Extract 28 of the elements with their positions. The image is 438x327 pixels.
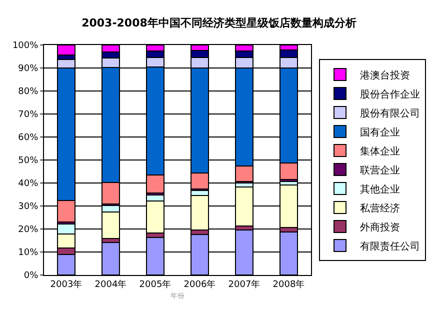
x-tick-label: 2007年 xyxy=(228,278,260,290)
x-tick-label: 2003年 xyxy=(50,278,82,290)
x-tick-label: 2008年 xyxy=(272,278,305,290)
legend-label: 股份合作企业 xyxy=(360,88,420,100)
legend-label: 有限责任公司 xyxy=(360,240,420,252)
y-tick-label: 0% xyxy=(24,271,39,282)
y-tick-label: 80% xyxy=(18,87,39,98)
legend-label: 国有企业 xyxy=(360,126,400,138)
x-tick-label: 2005年 xyxy=(139,278,172,290)
y-tick-label: 60% xyxy=(18,133,39,144)
legend-label: 集体企业 xyxy=(360,145,400,158)
y-tick-label: 30% xyxy=(18,202,39,212)
y-tick-label: 10% xyxy=(18,248,39,258)
x-tick-label: 2004年 xyxy=(94,278,127,290)
legend-label: 外商投资 xyxy=(360,221,400,234)
legend-label: 股份有限公司 xyxy=(360,107,420,120)
y-tick-label: 20% xyxy=(18,225,39,236)
y-tick-label: 90% xyxy=(18,64,39,74)
y-tick-label: 50% xyxy=(18,156,39,166)
y-tick-label: 70% xyxy=(18,110,39,120)
chart-title: 2003-2008年中国不同经济类型星级饭店数量构成分析 xyxy=(82,16,356,30)
legend-label: 联营企业 xyxy=(360,164,400,176)
y-tick-label: 40% xyxy=(18,179,39,190)
x-tick-label: 2006年 xyxy=(184,278,216,290)
y-tick-label: 100% xyxy=(12,41,39,52)
legend-label: 港澳台投资 xyxy=(360,69,410,82)
legend-label: 其他企业 xyxy=(360,183,400,196)
legend-label: 私营经济 xyxy=(360,202,400,214)
